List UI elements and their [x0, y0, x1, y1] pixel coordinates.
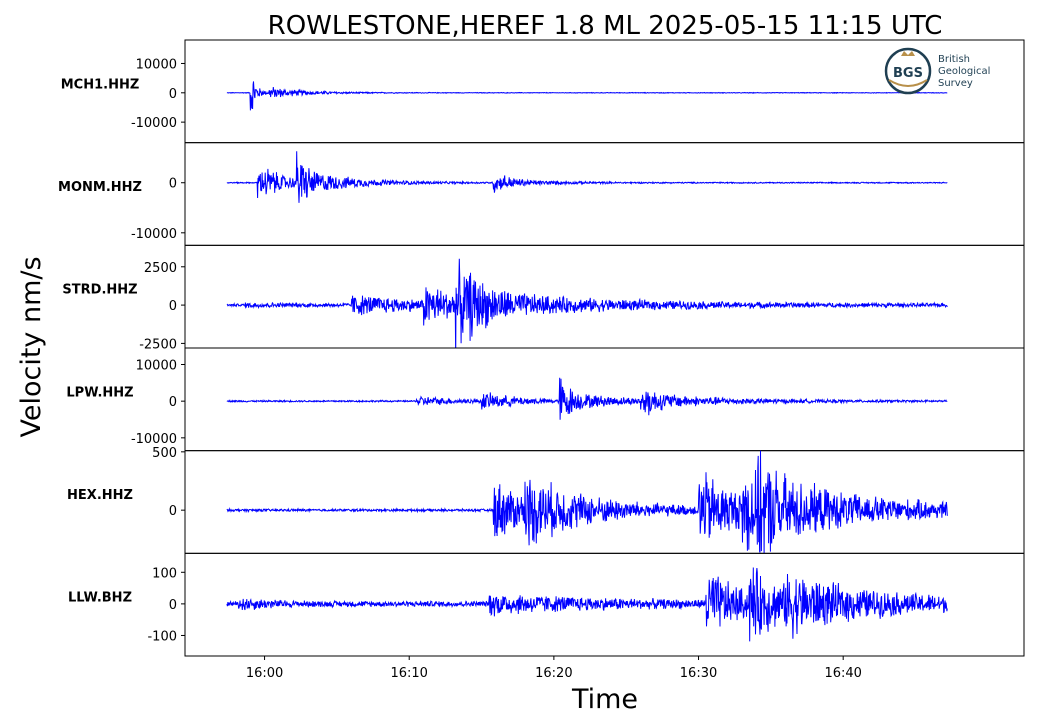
waveform-line: [226, 81, 948, 111]
station-label: LLW.BHZ: [68, 591, 132, 606]
panel-frame: [184, 244, 1025, 349]
station-label: STRD.HHZ: [62, 283, 137, 298]
panel-hex-hhz: 500 0 HEX.HHZ: [67, 446, 1025, 554]
panel-mch1-hhz: 10000 0 -10000 MCH1.HHZ: [61, 39, 1025, 144]
x-tick-label: 16:20: [535, 666, 572, 681]
y-axis-label: Velocity nm/s: [16, 256, 47, 437]
x-tick-label: 16:40: [824, 666, 861, 681]
y-tick-label: 10000: [136, 359, 177, 374]
y-tick-label: -10000: [131, 432, 177, 447]
x-tick-label: 16:30: [680, 666, 717, 681]
logo-text-line: British: [938, 54, 970, 65]
y-tick-label: 0: [169, 395, 177, 410]
y-tick-label: -100: [147, 629, 177, 644]
y-tick-label: 100: [152, 566, 177, 581]
y-tick-label: 0: [169, 87, 177, 102]
panel-lpw-hhz: 10000 0 -10000 LPW.HHZ: [66, 347, 1025, 452]
panel-frame: [184, 450, 1025, 554]
bgs-logo: BGS British Geological Survey: [884, 47, 990, 95]
station-label: MCH1.HHZ: [61, 77, 140, 92]
station-label: LPW.HHZ: [66, 385, 133, 400]
panel-llw-bhz: 100 0 -100 LLW.BHZ: [68, 552, 1025, 657]
y-tick-label: -10000: [131, 227, 177, 242]
y-tick-label: 0: [169, 177, 177, 192]
panel-frame: [184, 552, 1025, 657]
y-tick-label: 0: [169, 504, 177, 519]
crown-icon: [901, 51, 915, 56]
waveform-line: [226, 151, 948, 203]
panel-strd-hhz: 2500 0 -2500 STRD.HHZ: [62, 244, 1025, 352]
y-tick-label: 10000: [136, 57, 177, 72]
logo-wave: [888, 79, 928, 87]
chart-title: ROWLESTONE,HEREF 1.8 ML 2025-05-15 11:15…: [268, 11, 943, 41]
logo-text-line: Geological: [938, 66, 990, 77]
logo-ring: [884, 47, 932, 95]
x-tick-label: 16:00: [246, 666, 283, 681]
waveform-line: [226, 567, 948, 642]
panel-frame: [184, 142, 1025, 246]
logo-text-line: Survey: [938, 78, 973, 89]
station-label: HEX.HHZ: [67, 488, 133, 503]
x-tick-label: 16:10: [390, 666, 427, 681]
y-tick-label: 0: [169, 598, 177, 613]
waveform-line: [226, 258, 948, 348]
y-tick-label: 500: [152, 446, 177, 461]
y-tick-label: 2500: [144, 261, 177, 276]
logo-initials: BGS: [893, 66, 923, 81]
y-tick-label: -2500: [139, 337, 177, 352]
waveform-line: [226, 450, 948, 554]
station-panels: 100000-10000MCH1.HHZ0-10000MONM.HHZ25000…: [58, 39, 1025, 657]
panel-monm-hhz: 0 -10000 MONM.HHZ: [58, 142, 1025, 246]
x-axis-label: Time: [571, 684, 638, 715]
y-tick-label: -10000: [131, 116, 177, 131]
y-tick-label: 0: [169, 299, 177, 314]
station-label: MONM.HHZ: [58, 180, 142, 195]
x-axis: 16:00 16:10 16:20 16:30 16:40: [246, 656, 862, 681]
waveform-line: [226, 377, 948, 420]
